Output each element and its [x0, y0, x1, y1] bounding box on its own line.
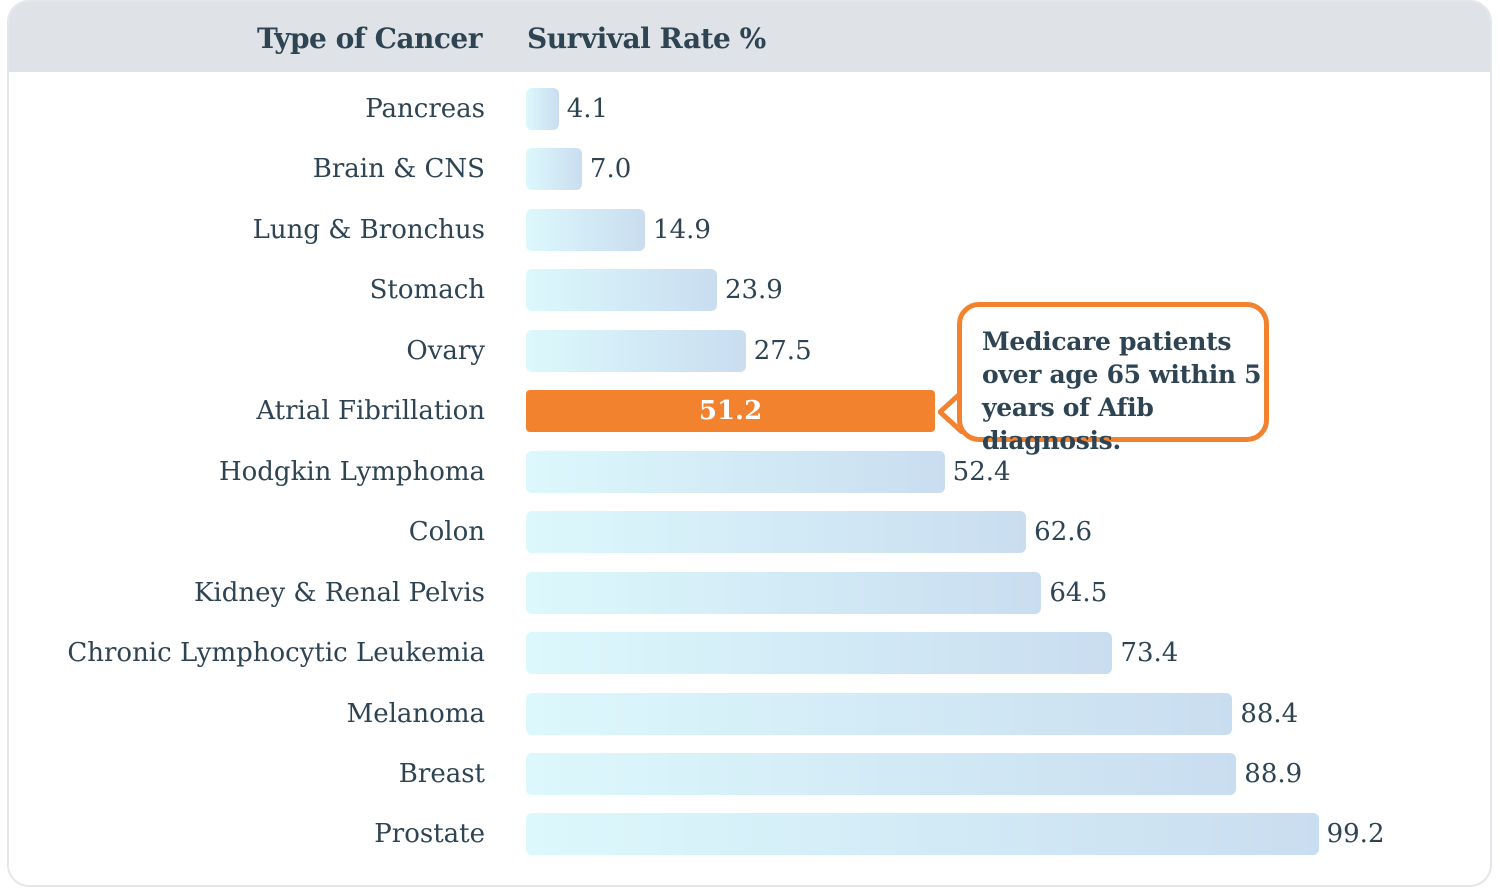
- category-label: Stomach: [369, 275, 485, 306]
- bar: [526, 571, 1042, 614]
- value-label: 51.2: [698, 396, 763, 427]
- category-label: Breast: [398, 758, 485, 789]
- value-label: 52.4: [952, 456, 1011, 487]
- value-label: 73.4: [1120, 638, 1179, 669]
- value-label: 88.4: [1240, 698, 1299, 729]
- category-label: Ovary: [406, 335, 485, 366]
- bar: [526, 329, 746, 372]
- bar: [526, 269, 717, 312]
- bar: [526, 88, 559, 130]
- column-header-rate: Survival Rate %: [527, 22, 766, 55]
- value-label: 62.6: [1034, 517, 1093, 548]
- bar-highlight: [526, 390, 936, 433]
- bar: [526, 208, 646, 251]
- category-label: Prostate: [374, 819, 485, 850]
- bar: [526, 148, 582, 191]
- value-label: 64.5: [1049, 577, 1108, 608]
- category-label: Lung & Bronchus: [252, 214, 485, 245]
- category-label: Melanoma: [346, 698, 485, 729]
- value-label: 27.5: [753, 335, 812, 366]
- category-label: Hodgkin Lymphoma: [218, 456, 485, 487]
- category-label: Atrial Fibrillation: [256, 396, 485, 427]
- value-label: 99.2: [1326, 819, 1385, 850]
- chart-card: Type of Cancer Survival Rate %: [7, 0, 1492, 887]
- category-label: Colon: [408, 517, 485, 548]
- bar: [526, 692, 1233, 735]
- value-label: 4.1: [566, 94, 609, 124]
- bar: [526, 752, 1237, 795]
- value-label: 88.9: [1244, 758, 1303, 789]
- value-label: 7.0: [589, 154, 632, 185]
- column-header-type: Type of Cancer: [256, 22, 483, 55]
- table-header: Type of Cancer Survival Rate %: [9, 2, 1490, 72]
- bar: [526, 813, 1319, 856]
- bar: [526, 450, 945, 493]
- bar: [526, 511, 1027, 554]
- category-label: Chronic Lymphocytic Leukemia: [67, 638, 485, 669]
- bar: [526, 632, 1113, 675]
- value-label: 14.9: [653, 214, 711, 245]
- category-label: Pancreas: [365, 94, 485, 124]
- annotation-callout: Medicare patients over age 65 within 5 y…: [957, 302, 1269, 455]
- category-label: Kidney & Renal Pelvis: [193, 577, 485, 608]
- category-label: Brain & CNS: [312, 154, 485, 185]
- value-label: 23.9: [724, 275, 783, 306]
